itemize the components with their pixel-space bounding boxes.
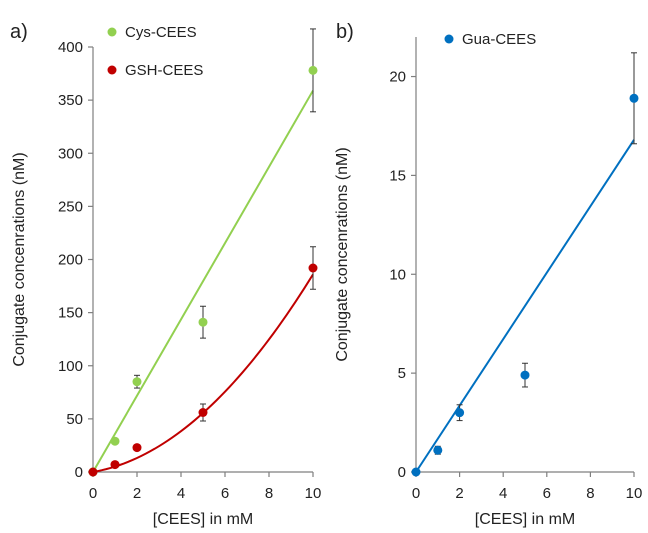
data-point-gua-cees [433, 445, 443, 455]
y-tick-label: 200 [58, 252, 83, 269]
x-tick-label: 0 [89, 485, 97, 502]
data-point-gsh-cees [132, 443, 142, 453]
y-tick-label: 350 [58, 92, 83, 109]
x-tick-label: 6 [543, 485, 551, 502]
x-tick-label: 10 [305, 485, 322, 502]
x-axis-label: [CEES] in mM [475, 511, 575, 528]
y-tick-label: 100 [58, 358, 83, 375]
legend-marker [107, 27, 117, 37]
x-tick-label: 2 [133, 485, 141, 502]
data-point-gua-cees [411, 467, 421, 477]
chart-panel-2: b) 0 5 10 15 20 0 2 4 6 8 10 [CEES] in mM Conjugate c… [334, 21, 642, 528]
x-axis-label: [CEES] in mM [153, 511, 253, 528]
data-point-gsh-cees [110, 460, 120, 470]
y-tick-label: 400 [58, 39, 83, 56]
data-point-gua-cees [629, 93, 639, 103]
panel-label: b) [336, 21, 354, 43]
x-tick-label: 0 [412, 485, 420, 502]
y-tick-label: 150 [58, 305, 83, 322]
legend-label: Cys-CEES [125, 24, 197, 41]
panel-label: a) [10, 21, 28, 43]
fit-line-cys-cees [92, 90, 314, 473]
data-point-gsh-cees [88, 467, 98, 477]
y-tick-label: 20 [389, 69, 406, 86]
x-tick-label: 8 [265, 485, 273, 502]
data-point-gua-cees [455, 408, 465, 418]
data-point-cys-cees [110, 436, 120, 446]
x-tick-label: 10 [626, 485, 643, 502]
chart-panel-1: a) 0 50 100 150 200 250 300 350 400 0 2 4 6 8 10 [CEES] … [10, 21, 321, 528]
y-tick-label: 10 [389, 266, 406, 283]
data-point-gsh-cees [308, 263, 318, 273]
y-tick-label: 15 [389, 167, 406, 184]
fit-line-gsh-cees [92, 273, 314, 473]
data-point-gua-cees [520, 370, 530, 380]
legend-label: Gua-CEES [462, 31, 536, 48]
legend-marker [444, 34, 454, 44]
fit-line-gua-cees [415, 139, 635, 473]
y-tick-label: 300 [58, 145, 83, 162]
x-tick-label: 4 [499, 485, 507, 502]
y-tick-label: 5 [398, 365, 406, 382]
y-tick-label: 0 [75, 464, 83, 481]
y-tick-label: 250 [58, 198, 83, 215]
x-tick-label: 2 [455, 485, 463, 502]
x-tick-label: 6 [221, 485, 229, 502]
legend-marker [107, 65, 117, 75]
data-point-cys-cees [198, 317, 208, 327]
y-axis-label: Conjugate concenrations (nM) [11, 152, 28, 366]
y-axis-label: Conjugate concenrations (nM) [334, 147, 351, 361]
x-tick-label: 4 [177, 485, 185, 502]
x-tick-label: 8 [586, 485, 594, 502]
data-point-gsh-cees [198, 408, 208, 417]
legend-label: GSH-CEES [125, 62, 203, 79]
y-tick-label: 0 [398, 464, 406, 481]
data-point-cys-cees [132, 377, 142, 387]
data-point-cys-cees [308, 65, 318, 75]
y-tick-label: 50 [66, 411, 83, 428]
